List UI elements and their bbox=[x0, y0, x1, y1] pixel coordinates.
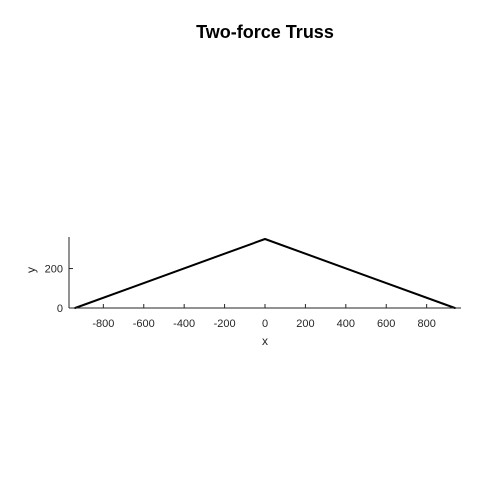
y-tick-label: 200 bbox=[45, 264, 63, 276]
x-tick-label: -600 bbox=[133, 318, 155, 330]
x-tick-label: 200 bbox=[296, 318, 314, 330]
x-tick-label: -200 bbox=[214, 318, 236, 330]
x-tick-label: 600 bbox=[377, 318, 395, 330]
x-tick-label: -800 bbox=[92, 318, 114, 330]
plot-area bbox=[74, 238, 456, 309]
x-tick-label: 0 bbox=[262, 318, 268, 330]
x-tick-label: -400 bbox=[173, 318, 195, 330]
x-tick-label: 800 bbox=[417, 318, 435, 330]
truss-series-line bbox=[74, 238, 456, 309]
x-tick-label: 400 bbox=[337, 318, 355, 330]
y-axis-label: y bbox=[24, 267, 38, 273]
chart-title: Two-force Truss bbox=[196, 22, 334, 42]
y-tick-label: 0 bbox=[57, 303, 63, 315]
ticks-layer: -800 -600 -400 -200 0 200 400 600 800 0 200 bbox=[45, 237, 461, 330]
x-axis-label: x bbox=[262, 334, 268, 348]
